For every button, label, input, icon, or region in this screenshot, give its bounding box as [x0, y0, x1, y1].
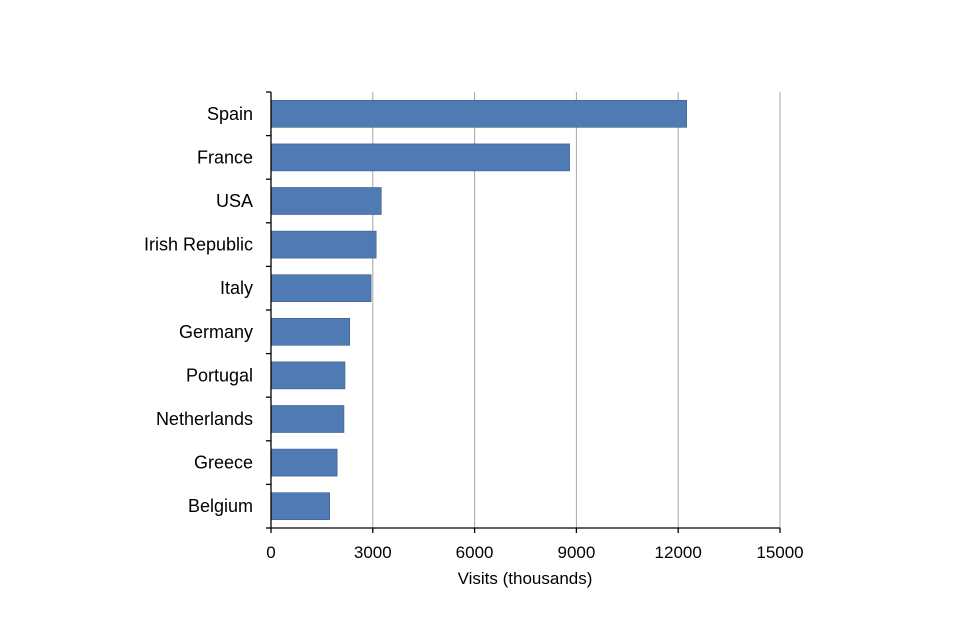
x-tick-label: 6000 [456, 543, 494, 562]
bar [270, 230, 377, 259]
y-category-label: Netherlands [156, 409, 253, 429]
bar [270, 361, 346, 390]
y-category-label: Portugal [186, 365, 253, 385]
y-category-label: Belgium [188, 496, 253, 516]
x-tick-label: 12000 [655, 543, 702, 562]
bar [270, 405, 345, 433]
bar [270, 317, 351, 346]
y-category-label: Italy [220, 278, 253, 298]
bars [270, 99, 687, 521]
bar [270, 143, 570, 172]
y-category-label: France [197, 147, 253, 167]
x-tick-label: 15000 [756, 543, 803, 562]
x-tick-label: 3000 [354, 543, 392, 562]
y-category-label: Spain [207, 104, 253, 124]
x-axis-title: Visits (thousands) [458, 569, 593, 588]
bar [270, 187, 382, 215]
y-category-label: Greece [194, 453, 253, 473]
bar [270, 99, 687, 128]
x-axis: 0 3000 6000 9000 12000 15000 [266, 527, 804, 562]
bar [270, 492, 331, 521]
bar [270, 448, 338, 477]
y-category-label: USA [216, 191, 253, 211]
x-tick-label: 0 [266, 543, 275, 562]
x-tick-label: 9000 [557, 543, 595, 562]
bar [270, 274, 372, 303]
y-category-label: Germany [179, 322, 253, 342]
y-category-label: Irish Republic [144, 235, 253, 255]
y-axis: Spain France USA Irish Republic Italy Germany… [144, 91, 272, 529]
